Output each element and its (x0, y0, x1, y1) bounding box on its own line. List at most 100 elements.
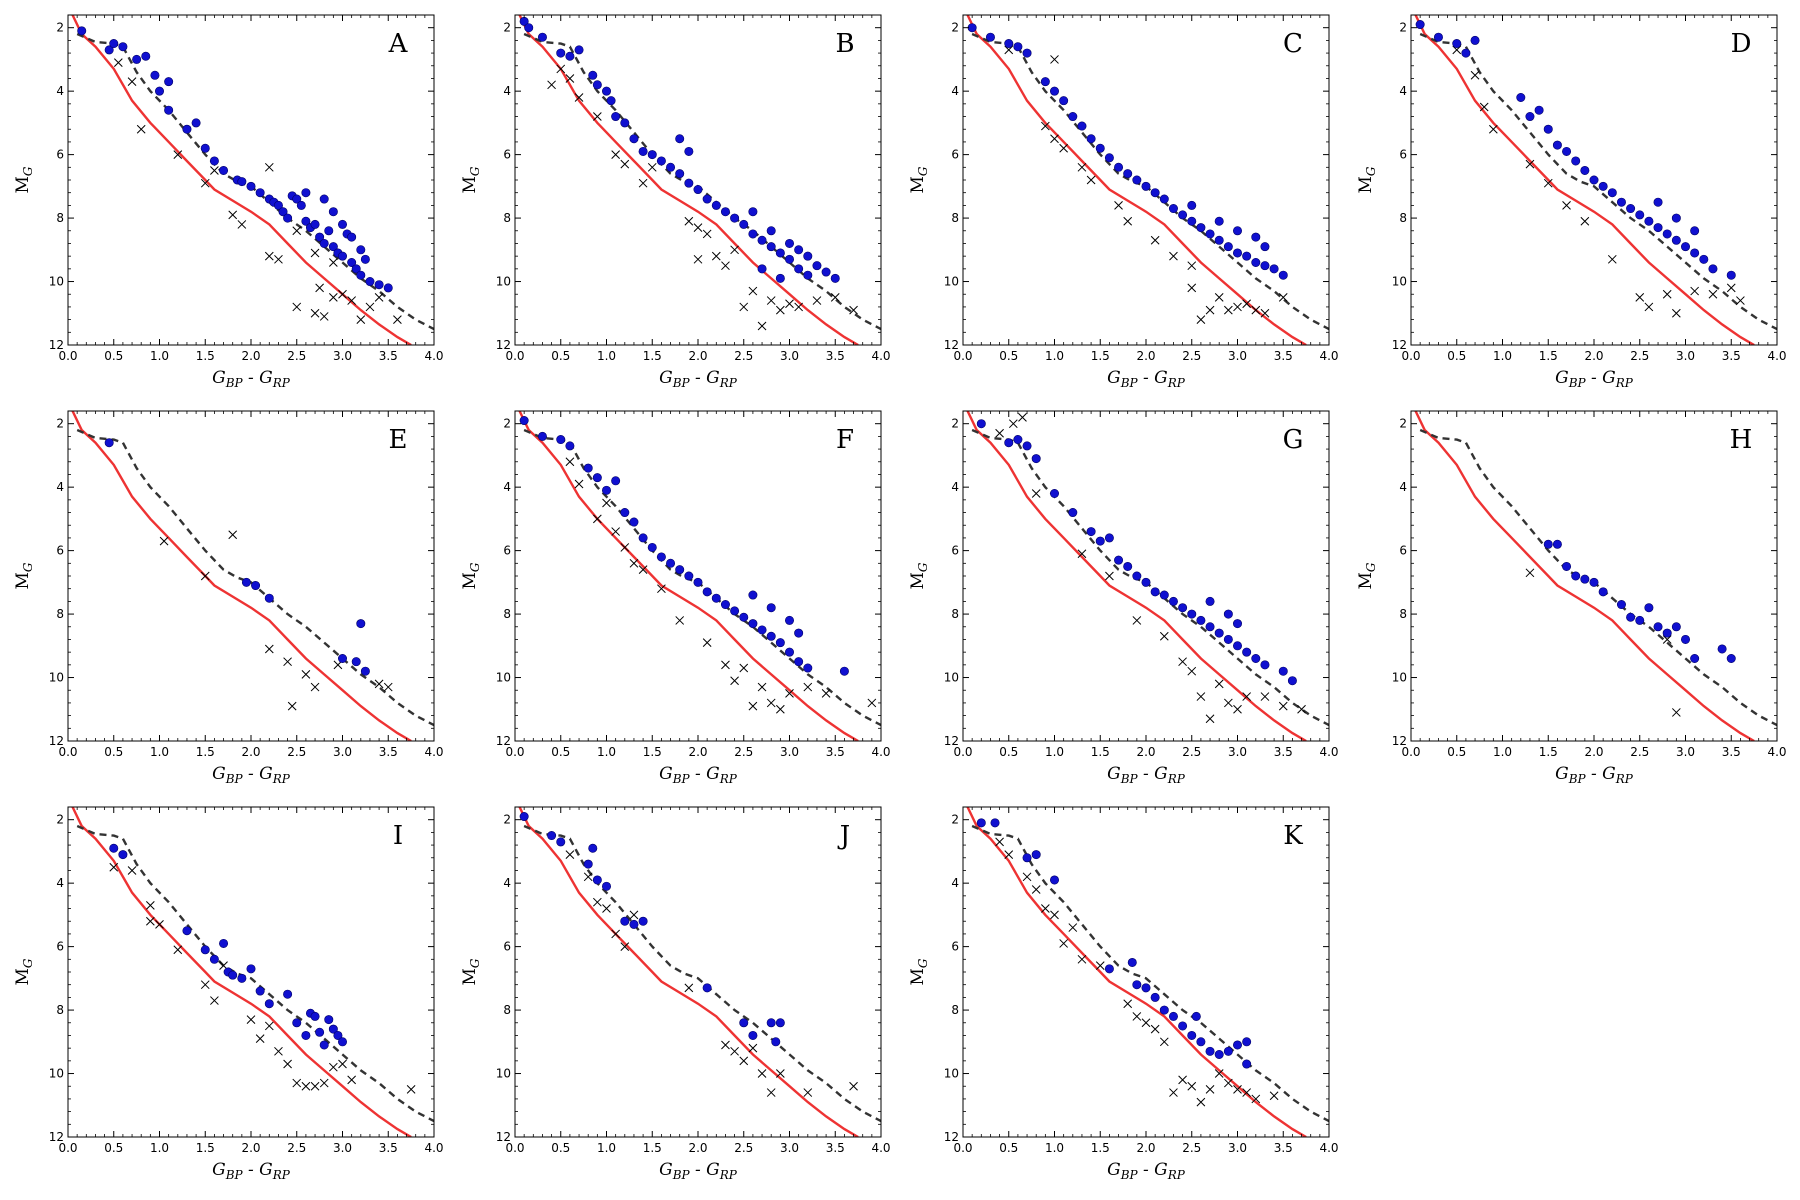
member-point (264, 999, 274, 1009)
nonmember-point (1159, 1037, 1169, 1047)
member-point (748, 229, 758, 239)
x-axis-label: GBP - GRP (1107, 368, 1186, 390)
x-tick-label: 2.0 (241, 745, 260, 759)
nonmember-point (592, 897, 602, 907)
member-point (1187, 216, 1197, 226)
x-tick-label: 4.0 (871, 349, 890, 363)
y-tick-label: 12 (49, 1130, 64, 1144)
member-point (351, 264, 361, 274)
nonmember-point (1260, 692, 1270, 701)
member-point (803, 270, 813, 280)
member-point (292, 1018, 302, 1028)
nonmember-point (383, 682, 393, 692)
nonmember-point (821, 689, 831, 698)
y-tick-label: 4 (1399, 480, 1407, 494)
member-point (1132, 175, 1142, 185)
x-axis-label: GBP - GRP (212, 1160, 291, 1182)
nonmember-point (1452, 45, 1462, 55)
nonmember-point (1736, 296, 1745, 305)
member-point (200, 143, 210, 153)
member-point (1178, 603, 1188, 613)
nonmember-point (1050, 55, 1059, 64)
nonmember-point (995, 428, 1004, 438)
member-point (333, 1030, 343, 1040)
y-tick-label: 4 (56, 84, 64, 98)
axes-frame (514, 806, 882, 1138)
member-point (629, 134, 639, 144)
y-tick-label: 2 (56, 21, 64, 35)
xlabel-sub1: BP (225, 772, 244, 786)
dashed-curve (523, 824, 881, 1123)
ylabel-main: M (908, 572, 928, 589)
x-tick-label: 4.0 (871, 1141, 890, 1155)
nonmember-point (693, 223, 703, 232)
member-point (319, 238, 329, 248)
member-point (273, 200, 283, 210)
plot-area (518, 807, 881, 1137)
member-point (1196, 1037, 1206, 1047)
x-tick-label: 2.0 (1584, 745, 1603, 759)
dashed-curve (1419, 32, 1777, 331)
x-tick-label: 3.5 (1274, 349, 1293, 363)
panel-label: G (1283, 425, 1304, 455)
nonmember-point (145, 916, 155, 926)
member-point (519, 416, 529, 426)
y-tick-label: 12 (944, 338, 959, 352)
nonmember-point (173, 945, 183, 955)
x-tick-label: 0.5 (999, 745, 1018, 759)
nonmember-point (347, 1075, 357, 1085)
member-point (1141, 181, 1151, 191)
y-tick-label: 10 (1392, 671, 1407, 685)
x-axis-label: GBP - GRP (212, 368, 291, 390)
y-tick-label: 8 (56, 607, 64, 621)
member-point (537, 431, 547, 441)
nonmember-point (739, 1056, 749, 1066)
member-point (1260, 261, 1270, 271)
member-point (702, 194, 712, 204)
dashed-curve (76, 824, 434, 1123)
member-point (647, 150, 657, 160)
x-tick-label: 1.5 (196, 745, 215, 759)
ylabel-sub: G (21, 166, 35, 176)
member-point (620, 508, 630, 518)
member-point (356, 270, 366, 280)
nonmember-point (629, 558, 639, 568)
member-point (1433, 32, 1443, 42)
xlabel-main: G (659, 368, 673, 388)
member-point (1114, 555, 1124, 565)
x-tick-label: 2.5 (1182, 349, 1201, 363)
y-tick-label: 6 (1399, 544, 1407, 558)
member-point (1653, 622, 1663, 632)
y-tick-label: 8 (1399, 211, 1407, 225)
plot-area (518, 411, 881, 741)
member-point (1233, 641, 1243, 651)
nonmember-point (1004, 850, 1014, 859)
y-tick-label: 10 (49, 671, 64, 685)
panel-E: 0.0 0.5 1.0 1.5 2.0 2.5 3.0 3.5 4.0 2 4 6 8 10 12 E GBP … (13, 410, 444, 786)
xlabel-sub2: RP (1167, 772, 1186, 786)
x-tick-label: 2.0 (1136, 349, 1155, 363)
y-tick-label: 12 (1392, 338, 1407, 352)
member-point (1040, 77, 1050, 87)
nonmember-point (1169, 1088, 1178, 1097)
nonmember-point (1278, 701, 1288, 711)
member-point (1127, 957, 1137, 967)
member-point (1562, 146, 1572, 156)
nonmember-point (374, 679, 384, 689)
member-point (1031, 454, 1041, 464)
x-tick-label: 2.5 (734, 1141, 753, 1155)
nonmember-point (328, 258, 338, 267)
x-tick-label: 3.0 (1676, 745, 1695, 759)
member-point (200, 945, 210, 955)
nonmember-point (647, 162, 657, 172)
member-point (1681, 242, 1691, 252)
nonmember-point (1479, 102, 1489, 112)
y-tick-label: 8 (951, 1003, 959, 1017)
x-tick-label: 1.0 (1045, 349, 1064, 363)
x-tick-label: 0.5 (999, 1141, 1018, 1155)
x-tick-label: 3.0 (780, 1141, 799, 1155)
panel-A: 0.0 0.5 1.0 1.5 2.0 2.5 3.0 3.5 4.0 2 4 6 8 10 12 A GBP … (13, 14, 444, 390)
xlabel-mid: - G (690, 764, 720, 784)
member-point (720, 600, 730, 610)
x-tick-label: 0.5 (104, 349, 123, 363)
